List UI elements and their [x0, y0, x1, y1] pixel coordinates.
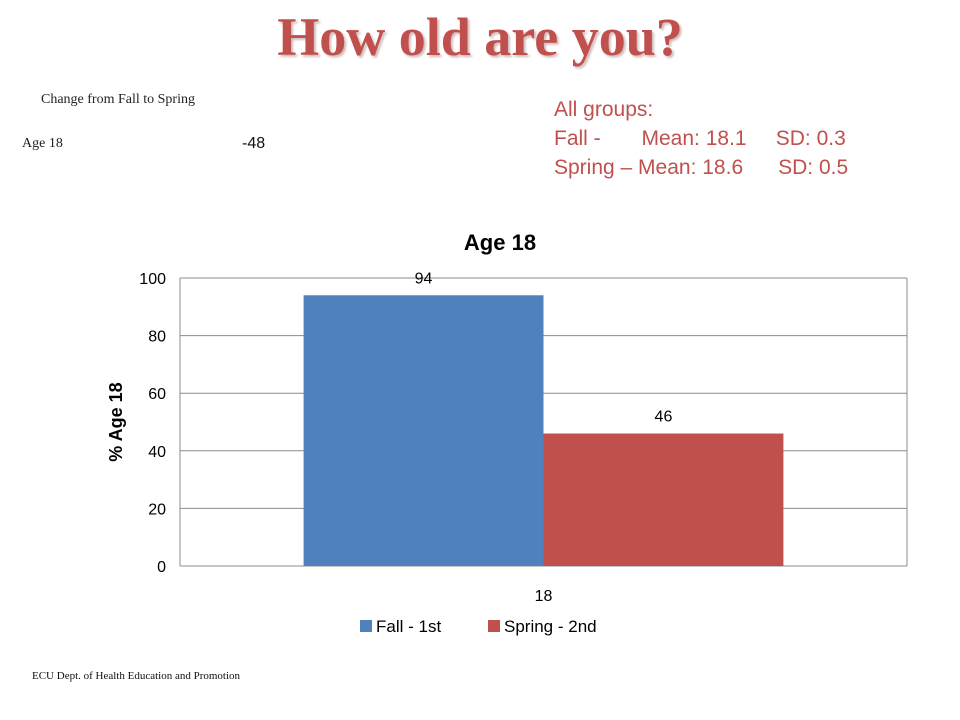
bar-spring-2nd: [543, 433, 784, 566]
y-tick-label: 20: [148, 501, 166, 518]
chart-title: Age 18: [464, 230, 536, 255]
summary-statistics: All groups: Fall - Mean: 18.1 SD: 0.3 Sp…: [554, 95, 848, 182]
y-tick-label: 40: [148, 444, 166, 461]
footer-note: ECU Dept. of Health Education and Promot…: [32, 670, 241, 682]
slide-title: How old are you?: [277, 7, 683, 67]
y-tick-label: 0: [157, 559, 166, 576]
legend-swatch: [360, 620, 372, 632]
legend-swatch: [488, 620, 500, 632]
summary-spring: Spring – Mean: 18.6 SD: 0.5: [554, 156, 849, 179]
x-tick-label: 18: [535, 588, 553, 605]
summary-heading: All groups:: [554, 98, 654, 121]
change-row-value: -48: [242, 135, 266, 152]
y-axis-title: % Age 18: [106, 382, 126, 461]
legend-label: Spring - 2nd: [504, 617, 597, 636]
change-header: Change from Fall to Spring: [41, 92, 195, 107]
bar-fall-1st: [303, 295, 544, 566]
change-row-label: Age 18: [22, 136, 63, 151]
legend-label: Fall - 1st: [376, 617, 441, 636]
y-tick-label: 100: [139, 271, 166, 288]
data-label: 46: [655, 409, 673, 426]
y-tick-label: 60: [148, 386, 166, 403]
bar-chart: Age 18 0 20 40 60 80 100 % Age 18 94 46 18 Fall - 1…: [106, 230, 908, 636]
data-label: 94: [415, 270, 433, 287]
y-tick-label: 80: [148, 329, 166, 346]
summary-fall: Fall - Mean: 18.1 SD: 0.3: [554, 127, 846, 150]
